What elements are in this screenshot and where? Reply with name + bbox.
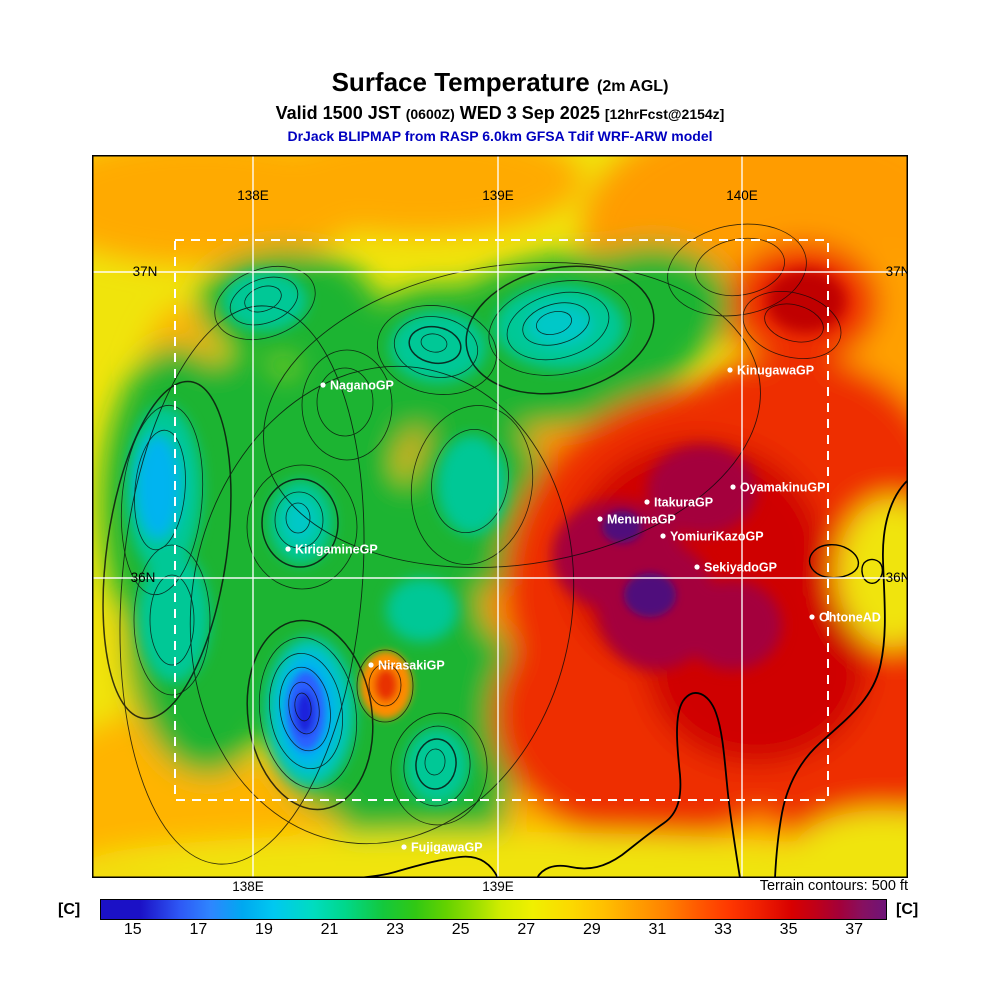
colorbar-tick: 35 [779,921,798,938]
site-label: YomiuriKazoGP [670,530,764,544]
valid-prefix: Valid 1500 JST [275,103,401,123]
site-marker: NirasakiGP [368,659,445,673]
map-border [92,155,908,878]
site-label: OyamakinuGP [740,481,825,495]
site-marker: NaganoGP [320,379,394,393]
map-panel: 138E 139E 140E 37N 37N 36N 36N NaganoGP … [92,155,908,878]
site-dot [730,484,736,490]
site-marker: ItakuraGP [644,496,713,510]
site-dot [809,614,815,620]
lon-label-bottom: 139E [482,879,514,894]
colorbar-tick: 17 [189,921,208,938]
model-line: DrJack BLIPMAP from RASP 6.0km GFSA Tdif… [287,128,713,144]
lon-label-bottom: 138E [232,879,264,894]
site-dot [694,564,700,570]
valid-zulu: (0600Z) [405,106,455,122]
colorbar-ticks: 15 17 19 21 23 25 27 29 31 33 35 37 [100,921,887,939]
title-block: Surface Temperature (2m AGL) Valid 1500 … [0,68,1000,145]
site-label: MenumaGP [607,513,676,527]
colorbar-tick: 19 [255,921,273,938]
site-label: NaganoGP [330,379,394,393]
site-label: KinugawaGP [737,364,814,378]
colorbar-tick: 25 [451,921,470,938]
terrain-contours [102,223,842,865]
lat-label-left: 36N [131,570,156,585]
site-dot [660,533,666,539]
lon-label-top: 139E [482,188,514,203]
title-suffix: (2m AGL) [597,78,669,95]
site-dot [401,844,407,850]
site-dot [597,516,603,522]
inner-domain-box [174,239,829,801]
title-main: Surface Temperature [331,67,590,97]
lat-label-right: 37N [886,264,908,279]
graticule-labels: 138E 139E 140E 37N 37N 36N 36N [131,188,908,585]
site-label: SekiyadoGP [704,561,777,575]
coastline [357,479,908,878]
site-dot [368,662,374,668]
site-label: KirigamineGP [295,543,378,557]
site-label: NirasakiGP [378,659,445,673]
lon-label-top: 138E [237,188,269,203]
temperature-map: 138E 139E 140E 37N 37N 36N 36N NaganoGP … [92,155,908,878]
site-dot [285,546,291,552]
colorbar [100,899,887,920]
valid-date: WED 3 Sep 2025 [459,103,600,123]
colorbar-tick: 21 [320,921,339,938]
site-dot [320,382,326,388]
colorbar-tick: 31 [648,921,667,938]
colorbar-unit-left: [C] [58,901,81,918]
site-markers: NaganoGP KinugawaGP KirigamineGP MenumaG… [285,364,881,855]
colorbar-tick: 15 [123,921,142,938]
site-marker: OhtoneAD [809,611,881,625]
site-label: OhtoneAD [819,611,881,625]
lat-label-right: 36N [886,570,908,585]
site-marker: YomiuriKazoGP [660,530,764,544]
lat-label-left: 37N [133,264,158,279]
colorbar-tick: 33 [714,921,732,938]
site-marker: FujigawaGP [401,841,483,855]
valid-fcst-tag: [12hrFcst@2154z] [604,106,725,122]
colorbar-tick: 29 [582,921,601,938]
site-marker: KinugawaGP [727,364,814,378]
colorbar-unit-right: [C] [896,901,919,918]
colorbar-tick: 23 [386,921,404,938]
colorbar-tick: 27 [517,921,536,938]
valid-time-line: Valid 1500 JST (0600Z) WED 3 Sep 2025 [1… [0,102,1000,125]
site-label: FujigawaGP [411,841,483,855]
site-marker: MenumaGP [597,513,676,527]
temperature-field [92,155,908,878]
colorbar-tick: 37 [845,921,864,938]
graticule [92,155,908,878]
site-marker: KirigamineGP [285,543,378,557]
site-dot [644,499,650,505]
site-marker: OyamakinuGP [730,481,825,495]
site-dot [727,367,733,373]
page-title: Surface Temperature (2m AGL) [0,68,1000,101]
site-label: ItakuraGP [654,496,713,510]
lon-label-top: 140E [726,188,758,203]
site-marker: SekiyadoGP [694,561,777,575]
terrain-contours-note: Terrain contours: 500 ft [759,878,908,894]
